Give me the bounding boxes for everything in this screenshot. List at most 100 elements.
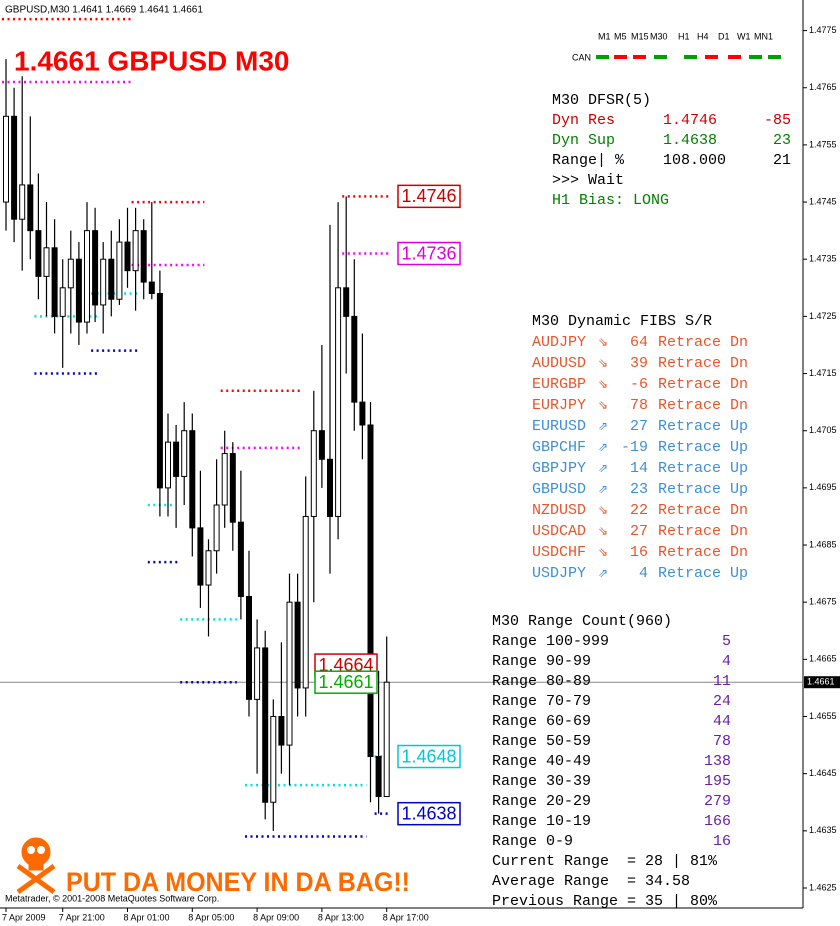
candle-body <box>246 595 252 700</box>
candle-body <box>43 247 50 277</box>
range-count: 138 <box>703 753 731 770</box>
candle-body <box>92 230 99 306</box>
fibs-text: Retrace Dn <box>658 544 749 561</box>
candle-body <box>100 258 107 306</box>
y-tick-label: 1.4755 <box>809 139 837 149</box>
candle-body <box>262 647 269 803</box>
candle-body <box>35 230 42 277</box>
candle-body <box>108 258 115 300</box>
candle-body <box>51 247 58 317</box>
range-row: Range 100-999 5 <box>492 632 731 652</box>
range-count: 166 <box>703 813 731 830</box>
timeframe-signal <box>614 55 627 59</box>
range-label: Range 50-59 <box>492 733 592 750</box>
range-row: Range 0-9 16 <box>492 832 731 852</box>
y-tick-label: 1.4625 <box>809 882 837 892</box>
range-label: Range 70-79 <box>492 693 592 710</box>
y-tick-label: 1.4695 <box>809 482 837 492</box>
fibs-pair: GBPJPY <box>532 460 587 477</box>
x-tick-label: 8 Apr 05:00 <box>188 912 234 922</box>
range-row: Range 40-49 138 <box>492 752 731 772</box>
y-tick-label: 1.4645 <box>809 768 837 778</box>
fibs-text: Retrace Dn <box>658 523 749 540</box>
fibs-arrow: ⇘ <box>598 377 609 391</box>
candle-body <box>327 458 333 517</box>
fibs-row: EURJPY ⇘ 78 Retrace Dn <box>532 395 748 416</box>
fibs-value: 22 <box>629 502 648 519</box>
range-count: 24 <box>712 693 731 710</box>
candle-body <box>11 115 18 220</box>
candle-body <box>351 315 358 403</box>
fibs-value: 39 <box>629 355 648 372</box>
range-label: Range 20-29 <box>492 793 592 810</box>
fibs-arrow: ⇗ <box>598 482 609 496</box>
fibs-pair: USDCHF <box>532 544 587 561</box>
candle-body <box>270 716 277 803</box>
fibs-text: Retrace Up <box>658 460 749 477</box>
fibs-row: USDCHF ⇘ 16 Retrace Dn <box>532 542 748 563</box>
y-tick-label: 1.4665 <box>809 654 837 664</box>
price-label: 1.4664 <box>318 655 373 675</box>
candle-body <box>67 258 74 289</box>
fibs-row: USDJPY ⇗ 4 Retrace Up <box>532 563 748 584</box>
fibs-text: Retrace Dn <box>658 376 749 393</box>
range-label: Range 10-19 <box>492 813 592 830</box>
range-count: 5 <box>721 633 731 650</box>
fibs-arrow: ⇘ <box>598 524 609 538</box>
candle-body <box>221 453 228 506</box>
x-tick-label: 8 Apr 01:00 <box>124 912 170 922</box>
price-label-box <box>314 670 378 694</box>
candle-body <box>181 430 188 477</box>
panel-title: M30 Range Count(960) <box>492 613 673 630</box>
panel-title: M30 Dynamic FIBS S/R <box>532 313 713 330</box>
dfsr-label: Dyn Sup <box>552 132 616 149</box>
fibs-row: EURUSD ⇗ 27 Retrace Up <box>532 416 748 437</box>
fibs-value: 78 <box>629 397 648 414</box>
candle-body <box>310 430 317 517</box>
candle-body <box>75 258 82 323</box>
range-label: Range 0-9 <box>492 833 574 850</box>
candle-body <box>367 424 374 758</box>
y-tick-label: 1.4685 <box>809 539 837 549</box>
fibs-row: GBPUSD ⇗ 23 Retrace Up <box>532 479 748 500</box>
skull-icon <box>16 837 56 895</box>
bid-label-box <box>804 676 840 689</box>
fibs-row: AUDUSD ⇘ 39 Retrace Dn <box>532 353 748 374</box>
price-label: 1.4638 <box>401 803 456 823</box>
range-panel: M30 Range Count(960) Range 100-999 5 Range … <box>492 612 731 912</box>
range-row: Range 80-89 11 <box>492 672 731 692</box>
fibs-value: 27 <box>629 523 648 540</box>
y-tick-label: 1.4655 <box>809 711 837 721</box>
timeframe-label: H1 <box>678 31 690 41</box>
fibs-row: GBPCHF ⇗ -19 Retrace Up <box>532 437 748 458</box>
dfsr-bias: H1 Bias: LONG <box>552 192 670 209</box>
candle-body <box>383 681 390 798</box>
timeframe-label: D1 <box>718 31 730 41</box>
x-tick-label: 8 Apr 13:00 <box>318 912 364 922</box>
fibs-panel: M30 Dynamic FIBS S/R AUDJPY ⇘ 64 Retrace Dn A… <box>532 312 748 584</box>
range-row: Range 10-19 166 <box>492 812 731 832</box>
candle-body <box>205 550 212 586</box>
candle-body <box>19 184 26 220</box>
range-label: Range 80-89 <box>492 673 592 690</box>
range-label: Range 30-39 <box>492 773 592 790</box>
y-tick-label: 1.4725 <box>809 311 837 321</box>
fibs-pair: GBPCHF <box>532 439 587 456</box>
fibs-value: 27 <box>629 418 648 435</box>
fibs-pair: USDJPY <box>532 565 587 582</box>
candle-body <box>197 527 204 586</box>
dfsr-change: -85 <box>763 112 791 129</box>
fibs-arrow: ⇘ <box>598 503 609 517</box>
fibs-row: USDCAD ⇘ 27 Retrace Dn <box>532 521 748 542</box>
candle-body <box>335 287 342 517</box>
price-label: 1.4746 <box>401 186 456 206</box>
price-label-box <box>397 801 461 826</box>
range-summary: Previous Range = 35 | 80% <box>492 893 718 910</box>
candle-body <box>343 287 350 317</box>
y-tick-label: 1.4745 <box>809 196 837 206</box>
candle-body <box>84 230 90 323</box>
candle-body <box>237 521 244 597</box>
y-tick-label: 1.4765 <box>809 82 837 92</box>
fibs-row: EURGBP ⇘ -6 Retrace Dn <box>532 374 748 395</box>
